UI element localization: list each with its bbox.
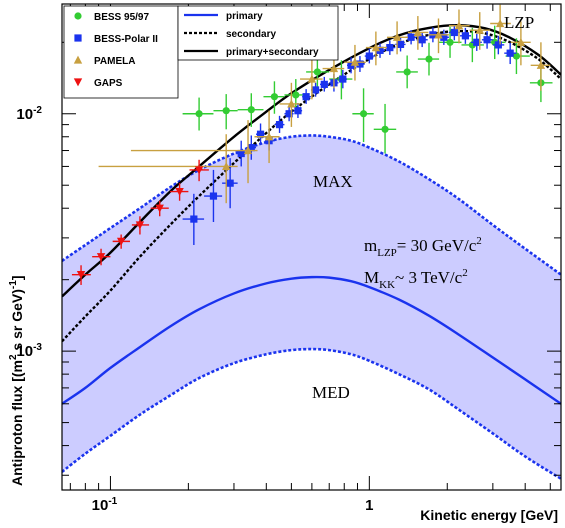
legend-label-secondary: secondary (226, 29, 276, 40)
point-gaps (155, 204, 164, 213)
legend-label-bess9597: BESS 95/97 (94, 12, 149, 23)
legend-marker-bess-95-97 (74, 12, 82, 20)
point-bess-95-97 (512, 52, 521, 60)
x-tick-label: 1 (365, 497, 373, 514)
legend-label-primary: primary (226, 11, 263, 22)
point-bess-95-97 (247, 106, 255, 114)
point-bess-polar-ii (418, 36, 426, 44)
point-bess-polar-ii (190, 215, 198, 223)
med-label: MED (312, 383, 350, 402)
point-bess-polar-ii (376, 46, 384, 54)
series-pamela (98, 4, 551, 204)
point-pamela (264, 132, 274, 141)
legend-marker-pamela (73, 55, 83, 64)
legend-label-bess-polar: BESS-Polar II (94, 34, 158, 45)
point-bess-95-97 (425, 55, 433, 63)
point-bess-polar-ii (294, 107, 302, 115)
y-tick-label: 10-2 (16, 105, 42, 123)
point-bess-polar-ii (440, 33, 448, 41)
point-bess-95-97 (270, 93, 279, 101)
point-pamela (222, 162, 231, 171)
point-gaps (194, 166, 204, 175)
legend-marker-gaps (73, 78, 83, 87)
point-bess-polar-ii (209, 192, 218, 200)
legend-label-pamela: PAMELA (94, 56, 135, 67)
point-bess-polar-ii (450, 28, 458, 37)
point-bess-polar-ii (247, 144, 255, 152)
point-pamela (516, 37, 526, 46)
point-bess-polar-ii (311, 86, 320, 94)
kk-mass-label: MKK~ 3 TeV/c2 (364, 267, 468, 291)
point-bess-95-97 (222, 107, 230, 115)
point-bess-polar-ii (396, 40, 405, 48)
series-gaps (71, 159, 209, 285)
x-tick-label: 10-1 (92, 496, 118, 514)
point-pamela (536, 60, 546, 69)
point-bess-polar-ii (494, 41, 502, 49)
point-bess-polar-ii (275, 121, 284, 129)
point-pamela (329, 64, 339, 73)
point-pamela (434, 30, 443, 39)
point-gaps (76, 271, 86, 280)
point-gaps (96, 253, 106, 262)
point-bess-polar-ii (302, 93, 310, 101)
point-bess-95-97 (359, 110, 368, 118)
point-pamela (454, 21, 464, 30)
point-pamela (475, 25, 484, 34)
axes: 10-1 1 10-3 10-2 (16, 4, 561, 514)
x-axis-title: Kinetic energy [GeV] (420, 507, 558, 523)
point-bess-polar-ii (386, 43, 394, 52)
point-bess-polar-ii (365, 52, 373, 60)
point-bess-95-97 (313, 68, 321, 76)
curve-max (62, 134, 561, 276)
point-bess-95-97 (195, 110, 203, 118)
point-bess-polar-ii (339, 75, 347, 83)
point-gaps (175, 187, 184, 196)
point-bess-95-97 (446, 38, 454, 46)
point-bess-polar-ii (285, 110, 293, 118)
point-bess-polar-ii (473, 38, 481, 46)
point-bess-95-97 (403, 68, 411, 76)
point-pamela (307, 74, 317, 83)
legend-data-box (63, 5, 179, 99)
point-bess-polar-ii (237, 149, 245, 158)
y-tick-label: 10-3 (16, 342, 42, 360)
series-bess-95-97 (182, 25, 553, 154)
point-bess-polar-ii (256, 130, 265, 138)
lzp-label: LZP (504, 13, 534, 32)
legend-models: primary secondary primary+secondary (177, 5, 339, 61)
point-pamela (350, 57, 360, 66)
point-gaps (135, 221, 145, 230)
legend-marker-bess-polar-ii (74, 34, 82, 42)
point-bess-polar-ii (506, 49, 514, 57)
point-pamela (413, 28, 423, 37)
point-pamela (287, 99, 296, 108)
point-pamela (495, 19, 505, 28)
legend-data: BESS 95/97 BESS-Polar II PAMELA GAPS (63, 5, 179, 99)
curve-primary (62, 275, 561, 405)
max-label: MAX (313, 172, 353, 191)
point-bess-polar-ii (407, 33, 415, 41)
point-pamela (371, 43, 381, 52)
point-bess-95-97 (381, 125, 389, 133)
curve-med (62, 347, 561, 480)
point-bess-polar-ii (226, 179, 234, 187)
point-bess-polar-ii (356, 60, 364, 68)
point-gaps (116, 237, 126, 246)
y-axis-title: Antiproton flux [(m2 s sr GeV)-1] (8, 276, 25, 487)
point-bess-95-97 (292, 91, 300, 99)
lzp-mass-label: mLZP= 30 GeV/c2 (364, 235, 482, 259)
legend-label-gaps: GAPS (94, 78, 123, 89)
point-pamela (243, 146, 253, 155)
data-points (71, 4, 553, 285)
point-pamela (392, 32, 402, 41)
point-bess-polar-ii (483, 36, 491, 44)
legend-label-total: primary+secondary (226, 47, 319, 58)
point-bess-polar-ii (461, 32, 469, 40)
point-bess-polar-ii (320, 80, 328, 88)
